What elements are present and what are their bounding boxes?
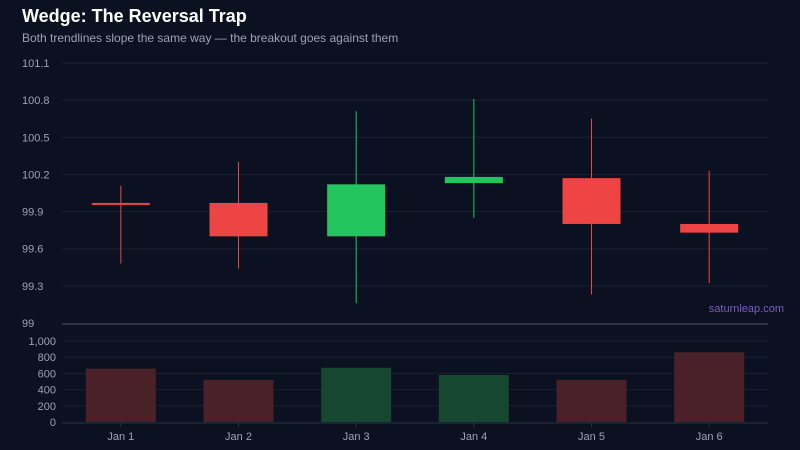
- volume-tick-label: 1,000: [28, 336, 56, 348]
- candle-body: [209, 202, 268, 237]
- candle: [680, 170, 739, 284]
- volume-tick-label: 0: [50, 417, 56, 429]
- volume-bars: [85, 352, 745, 422]
- candle: [444, 98, 503, 218]
- x-tick-label: Jan 5: [578, 431, 605, 443]
- x-axis: Jan 1 Jan 2 Jan 3 Jan 4 Jan 5 Jan 6: [107, 423, 723, 443]
- volume-tick-label: 400: [38, 385, 56, 397]
- volume-bar: [556, 379, 627, 422]
- x-tick-label: Jan 4: [460, 431, 487, 443]
- price-tick-label: 101.1: [22, 58, 50, 70]
- price-tick-label: 99: [22, 318, 34, 330]
- chart-title: Wedge: The Reversal Trap: [22, 6, 247, 26]
- volume-axis: 1,000 800 600 400 200 0: [28, 336, 56, 429]
- price-axis: 101.1 100.8 100.5 100.2 99.9 99.6 99.3 99: [22, 58, 50, 330]
- price-tick-label: 100.2: [22, 169, 50, 181]
- candle-body: [444, 176, 503, 184]
- volume-tick-label: 600: [38, 368, 56, 380]
- volume-bar: [321, 367, 392, 422]
- candle-body: [562, 178, 621, 224]
- candle-body: [91, 202, 150, 205]
- x-tick-label: Jan 3: [343, 431, 370, 443]
- candle: [327, 111, 386, 304]
- volume-tick-label: 800: [38, 352, 56, 364]
- x-tick-label: Jan 6: [696, 431, 723, 443]
- price-tick-label: 99.9: [22, 207, 43, 219]
- price-tick-label: 99.6: [22, 244, 43, 256]
- volume-tick-label: 200: [38, 401, 56, 413]
- volume-bar: [203, 379, 274, 422]
- x-tick-label: Jan 1: [107, 431, 134, 443]
- watermark: saturnleap.com: [709, 303, 784, 315]
- price-tick-label: 100.5: [22, 132, 50, 144]
- price-tick-label: 100.8: [22, 95, 50, 107]
- volume-bar: [674, 352, 745, 422]
- chart-subtitle: Both trendlines slope the same way — the…: [22, 31, 399, 45]
- volume-bar: [438, 375, 509, 422]
- x-tick-label: Jan 2: [225, 431, 252, 443]
- candle: [209, 162, 268, 269]
- volume-bar: [85, 368, 156, 422]
- candle-body: [327, 184, 386, 237]
- candle: [562, 118, 621, 295]
- candles: [91, 98, 739, 304]
- price-tick-label: 99.3: [22, 281, 43, 293]
- volume-grid: [62, 340, 768, 407]
- candle: [91, 185, 150, 264]
- price-grid: [62, 62, 768, 287]
- candle-body: [680, 223, 739, 233]
